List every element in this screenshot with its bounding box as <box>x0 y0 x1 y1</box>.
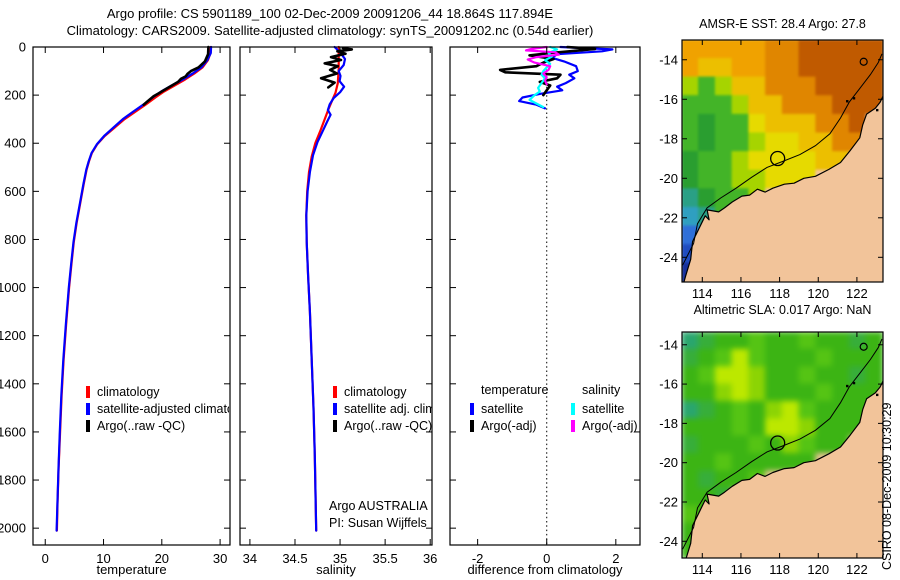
legend-item: satellite-adjusted climatology <box>86 400 229 417</box>
svg-text:0: 0 <box>19 40 26 55</box>
svg-text:1400: 1400 <box>0 376 26 391</box>
legend-label: climatology <box>344 384 407 399</box>
argo-raw-color-swatch <box>86 419 90 432</box>
figure-title-line1: Argo profile: CS 5901189_100 02-Dec-2009… <box>106 6 554 21</box>
svg-text:-20: -20 <box>659 171 678 186</box>
legend-item: satellite <box>571 400 638 417</box>
svg-text:34: 34 <box>243 551 257 566</box>
annotation-line2: PI: Susan Wijffels <box>329 515 427 530</box>
difference-legend-salinity-column: salinity satellite Argo(-adj) <box>571 383 638 434</box>
sla-map-title: Altimetric SLA: 0.017 Argo: NaN <box>693 303 872 317</box>
svg-text:-24: -24 <box>659 250 678 265</box>
svg-text:118: 118 <box>769 286 790 301</box>
svg-text:-14: -14 <box>659 52 678 67</box>
difference-panel: -2 0 2 <box>449 45 641 566</box>
svg-text:-18: -18 <box>659 131 678 146</box>
svg-text:2000: 2000 <box>0 521 26 536</box>
svg-text:36: 36 <box>423 551 437 566</box>
sst-map-title: AMSR-E SST: 28.4 Argo: 27.8 <box>699 17 866 31</box>
legend-label: satellite <box>481 401 524 416</box>
legend-item: Argo(..raw -QC) <box>333 417 432 434</box>
argo-adj-sal-color-swatch <box>571 419 575 432</box>
svg-text:30: 30 <box>213 551 227 566</box>
svg-text:118: 118 <box>769 562 790 577</box>
temperature-panel-legend: climatology satellite-adjusted climatolo… <box>86 383 229 434</box>
svg-text:600: 600 <box>4 184 26 199</box>
temperature-profile-panel: 0 10 20 30 0 200 400 600 800 1000 1200 1400 1600 1800… <box>0 40 231 566</box>
legend-column-header: salinity <box>582 383 621 397</box>
legend-label: satellite adj. clim. <box>344 401 432 416</box>
svg-text:0: 0 <box>42 551 49 566</box>
argo-raw-color-swatch <box>333 419 337 432</box>
difference-legend-temperature-column: temperature satellite Argo(-adj) <box>470 383 548 434</box>
svg-text:116: 116 <box>731 286 752 301</box>
legend-column-header: temperature <box>481 383 549 397</box>
svg-text:120: 120 <box>807 562 829 577</box>
legend-item: Argo(-adj) <box>571 417 638 434</box>
svg-text:1800: 1800 <box>0 473 26 488</box>
svg-text:-20: -20 <box>659 455 678 470</box>
svg-text:-16: -16 <box>659 92 678 107</box>
svg-text:-14: -14 <box>659 337 678 352</box>
climatology-color-swatch <box>333 385 337 398</box>
legend-item: climatology <box>333 383 432 400</box>
svg-text:34.5: 34.5 <box>282 551 307 566</box>
svg-text:114: 114 <box>692 562 713 577</box>
svg-text:122: 122 <box>846 562 868 577</box>
svg-text:-22: -22 <box>659 494 678 509</box>
legend-item: Argo(-adj) <box>470 417 548 434</box>
svg-text:1600: 1600 <box>0 424 26 439</box>
legend-item: Argo(..raw -QC) <box>86 417 229 434</box>
satellite-adjusted-color-swatch <box>86 402 90 415</box>
svg-text:122: 122 <box>846 286 868 301</box>
svg-text:-22: -22 <box>659 210 678 225</box>
svg-text:120: 120 <box>807 286 829 301</box>
climatology-color-swatch <box>86 385 90 398</box>
svg-text:800: 800 <box>4 232 26 247</box>
legend-label: climatology <box>97 384 160 399</box>
svg-text:116: 116 <box>731 562 752 577</box>
salinity-axis-label: salinity <box>316 562 356 577</box>
satellite-adj-color-swatch <box>333 402 337 415</box>
csiro-credit-text: CSIRO 08-Dec-2009 10:30:29 <box>880 402 894 570</box>
legend-label: satellite <box>582 401 625 416</box>
svg-text:1000: 1000 <box>0 280 26 295</box>
legend-label: Argo(..raw -QC) <box>97 418 186 433</box>
svg-text:114: 114 <box>692 286 713 301</box>
sst-map: 114 116 118 120 122 -14 -16 -18 -20 -22 -24 <box>659 39 884 301</box>
svg-text:0: 0 <box>543 551 550 566</box>
svg-text:35: 35 <box>333 551 347 566</box>
temperature-axis-label: temperature <box>96 562 167 577</box>
svg-text:-2: -2 <box>472 551 484 566</box>
legend-label: satellite-adjusted climatology <box>97 401 229 416</box>
legend-item: climatology <box>86 383 229 400</box>
legend-label: Argo(-adj) <box>582 418 638 433</box>
argo-australia-annotation: Argo AUSTRALIA PI: Susan Wijffels <box>329 498 428 531</box>
legend-label: Argo(..raw -QC) <box>344 418 432 433</box>
annotation-line1: Argo AUSTRALIA <box>329 499 428 513</box>
salinity-profile-panel: 34 34.5 35 35.5 36 <box>239 45 437 566</box>
legend-item: satellite <box>470 400 548 417</box>
svg-text:1200: 1200 <box>0 328 26 343</box>
svg-text:200: 200 <box>4 88 26 103</box>
satellite-sal-color-swatch <box>571 402 575 415</box>
svg-text:-24: -24 <box>659 534 678 549</box>
figure-title-line2: Climatology: CARS2009. Satellite-adjuste… <box>66 23 594 38</box>
legend-item: satellite adj. clim. <box>333 400 432 417</box>
svg-text:10: 10 <box>96 551 110 566</box>
legend-label: Argo(-adj) <box>481 418 537 433</box>
figure-title: Argo profile: CS 5901189_100 02-Dec-2009… <box>0 5 660 39</box>
svg-text:-18: -18 <box>659 416 678 431</box>
svg-text:400: 400 <box>4 136 26 151</box>
sla-map: 114 116 118 120 122 -14 -16 -18 -20 -22 -24 <box>659 331 884 577</box>
svg-text:35.5: 35.5 <box>372 551 397 566</box>
svg-text:2: 2 <box>612 551 619 566</box>
svg-text:-16: -16 <box>659 377 678 392</box>
argo-adj-temp-color-swatch <box>470 419 474 432</box>
svg-text:20: 20 <box>155 551 169 566</box>
satellite-temp-color-swatch <box>470 402 474 415</box>
salinity-panel-legend: climatology satellite adj. clim. Argo(..… <box>333 383 432 434</box>
difference-axis-label: difference from climatology <box>467 562 623 577</box>
